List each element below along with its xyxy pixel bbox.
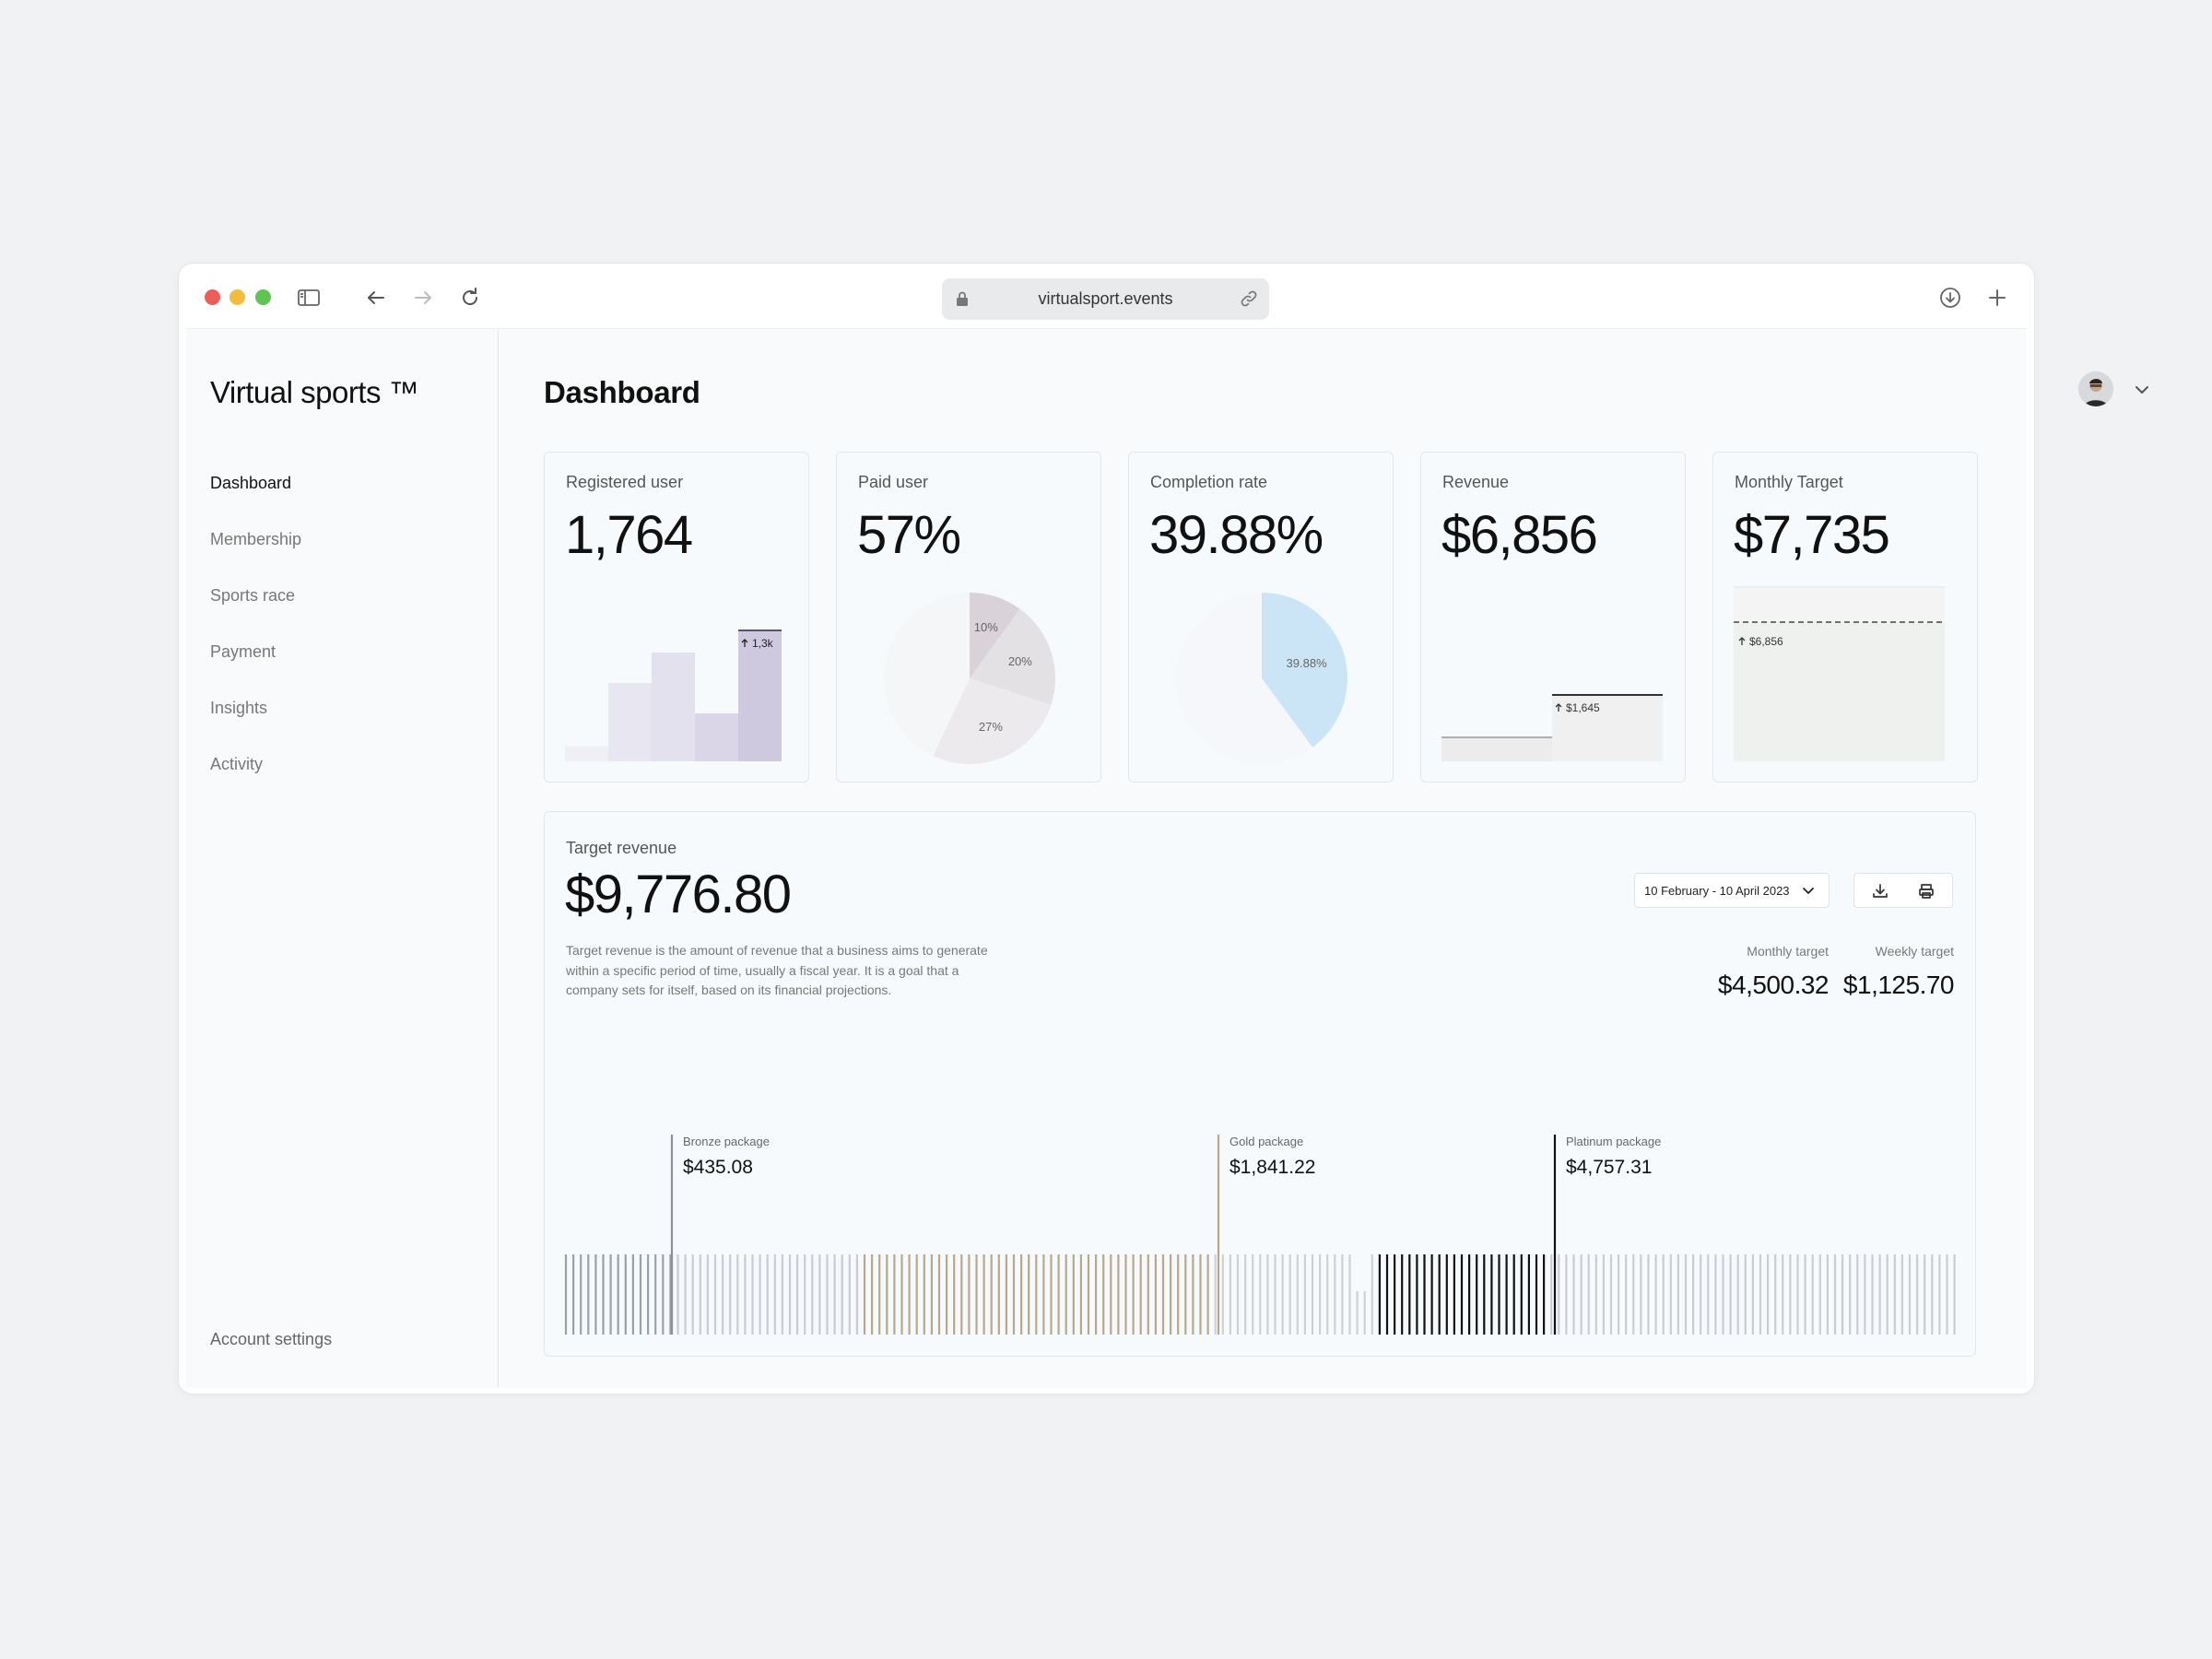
pie-slice — [970, 608, 1055, 705]
card-label: Registered user — [566, 473, 684, 491]
browser-window: virtualsport.events Virtual sports ™ Das… — [178, 263, 2148, 1394]
lock-icon — [957, 291, 968, 306]
card-value: 1,764 — [565, 505, 693, 565]
page-title: Dashboard — [544, 375, 700, 409]
sidebar-item-membership[interactable]: Membership — [210, 530, 302, 548]
pie-slice-label: 10% — [974, 620, 998, 634]
address-bar[interactable]: virtualsport.events — [942, 278, 1269, 320]
url-text: virtualsport.events — [1038, 289, 1173, 308]
package-name: Gold package — [1230, 1135, 1304, 1148]
target-revenue-label: Target revenue — [566, 839, 677, 857]
card-value: 39.88% — [1149, 505, 1324, 565]
sidebar-item-payment[interactable]: Payment — [210, 642, 276, 661]
pie-slice — [970, 593, 1020, 678]
card-paid-user: Paid user 57% 10% 20% 27% — [836, 452, 1101, 782]
link-icon[interactable] — [1240, 289, 1258, 308]
card-label: Completion rate — [1150, 473, 1268, 491]
account-settings-link[interactable]: Account settings — [210, 1330, 333, 1348]
package-value: $435.08 — [683, 1157, 753, 1178]
chart-bar — [565, 747, 608, 761]
package-name: Bronze package — [683, 1135, 770, 1148]
card-completion-rate: Completion rate 39.88% 39.88% — [1128, 452, 1394, 782]
chart-annotation: 1,3k — [752, 637, 774, 650]
minimize-window-button[interactable] — [229, 289, 245, 305]
completion-pie-chart: 39.88% — [1176, 593, 1347, 764]
chart-bar — [738, 630, 782, 761]
chart-bar — [652, 653, 695, 761]
export-actions — [1853, 873, 1953, 908]
pie-slice-label: 20% — [1008, 654, 1032, 668]
pie-slice-label: 39.88% — [1287, 656, 1328, 670]
target-revenue-description: Target revenue is the amount of revenue … — [566, 943, 988, 997]
avatar[interactable] — [2078, 371, 2113, 406]
close-window-button[interactable] — [205, 289, 220, 305]
download-icon[interactable] — [1871, 882, 1889, 900]
card-monthly-target: Monthly Target $7,735 $6,856 — [1712, 452, 1978, 782]
target-revenue-value: $9,776.80 — [565, 865, 792, 924]
pie-slice-label: 27% — [979, 720, 1003, 734]
chart-bar — [695, 713, 738, 761]
revenue-step-chart: $1,645 — [1441, 694, 1663, 761]
target-revenue-panel: Target revenue $9,776.80 Target revenue … — [544, 811, 1976, 1357]
monthly-target-chart: $6,856 — [1734, 586, 1945, 761]
app-area: Virtual sports ™ Dashboard Membership Sp… — [186, 328, 2148, 1388]
card-value: 57% — [857, 505, 961, 565]
sidebar-icon[interactable] — [295, 284, 323, 312]
sidebar-item-dashboard[interactable]: Dashboard — [210, 474, 292, 492]
reload-icon[interactable] — [456, 284, 484, 312]
chevron-down-icon — [1803, 888, 1814, 894]
sidebar: Virtual sports ™ Dashboard Membership Sp… — [186, 329, 499, 1388]
package-value: $1,841.22 — [1230, 1157, 1316, 1178]
weekly-target-value: $1,125.70 — [1842, 971, 1955, 999]
download-icon[interactable] — [1936, 284, 1964, 312]
paid-user-pie-chart: 10% 20% 27% — [884, 593, 1055, 764]
pie-slice — [933, 678, 1052, 764]
main-content: Dashboard Registered user 1,764 1,3k — [499, 329, 2148, 1388]
card-label: Monthly Target — [1735, 473, 1843, 491]
printer-icon[interactable] — [1917, 882, 1936, 900]
browser-toolbar: virtualsport.events — [179, 264, 2034, 328]
chart-annotation: $1,645 — [1566, 701, 1600, 714]
maximize-window-button[interactable] — [255, 289, 271, 305]
sidebar-item-activity[interactable]: Activity — [210, 755, 264, 773]
brand-logo: Virtual sports ™ — [210, 375, 419, 409]
plus-icon[interactable] — [1983, 284, 2011, 312]
chart-bar — [1441, 737, 1552, 761]
package-value: $4,757.31 — [1566, 1157, 1653, 1178]
card-registered-user: Registered user 1,764 1,3k — [544, 452, 809, 782]
arrow-right-icon[interactable] — [409, 284, 437, 312]
chart-annotation: $6,856 — [1749, 635, 1783, 648]
date-range-select[interactable]: 10 February - 10 April 2023 — [1634, 873, 1830, 908]
card-value: $7,735 — [1734, 505, 1890, 565]
monthly-target-value: $4,500.32 — [1717, 971, 1830, 999]
arrow-left-icon[interactable] — [362, 284, 390, 312]
chart-bar — [1552, 695, 1663, 761]
card-value: $6,856 — [1441, 505, 1598, 565]
card-label: Revenue — [1442, 473, 1510, 491]
card-label: Paid user — [858, 473, 929, 491]
chart-bar — [1734, 622, 1945, 761]
package-name: Platinum package — [1566, 1135, 1662, 1148]
pie-slice — [1262, 593, 1347, 747]
sidebar-item-sports-race[interactable]: Sports race — [210, 586, 296, 605]
registered-user-bar-chart: 1,3k — [565, 629, 782, 761]
sidebar-item-insights[interactable]: Insights — [210, 699, 268, 717]
chevron-down-icon[interactable] — [2133, 381, 2151, 399]
chart-bar — [608, 683, 652, 761]
date-range-value: 10 February - 10 April 2023 — [1644, 884, 1790, 898]
package-revenue-bars — [564, 1135, 1956, 1335]
weekly-target-label: Weekly target — [1875, 944, 1954, 959]
monthly-target-label: Monthly target — [1747, 944, 1829, 959]
card-revenue: Revenue $6,856 $1,645 — [1420, 452, 1686, 782]
